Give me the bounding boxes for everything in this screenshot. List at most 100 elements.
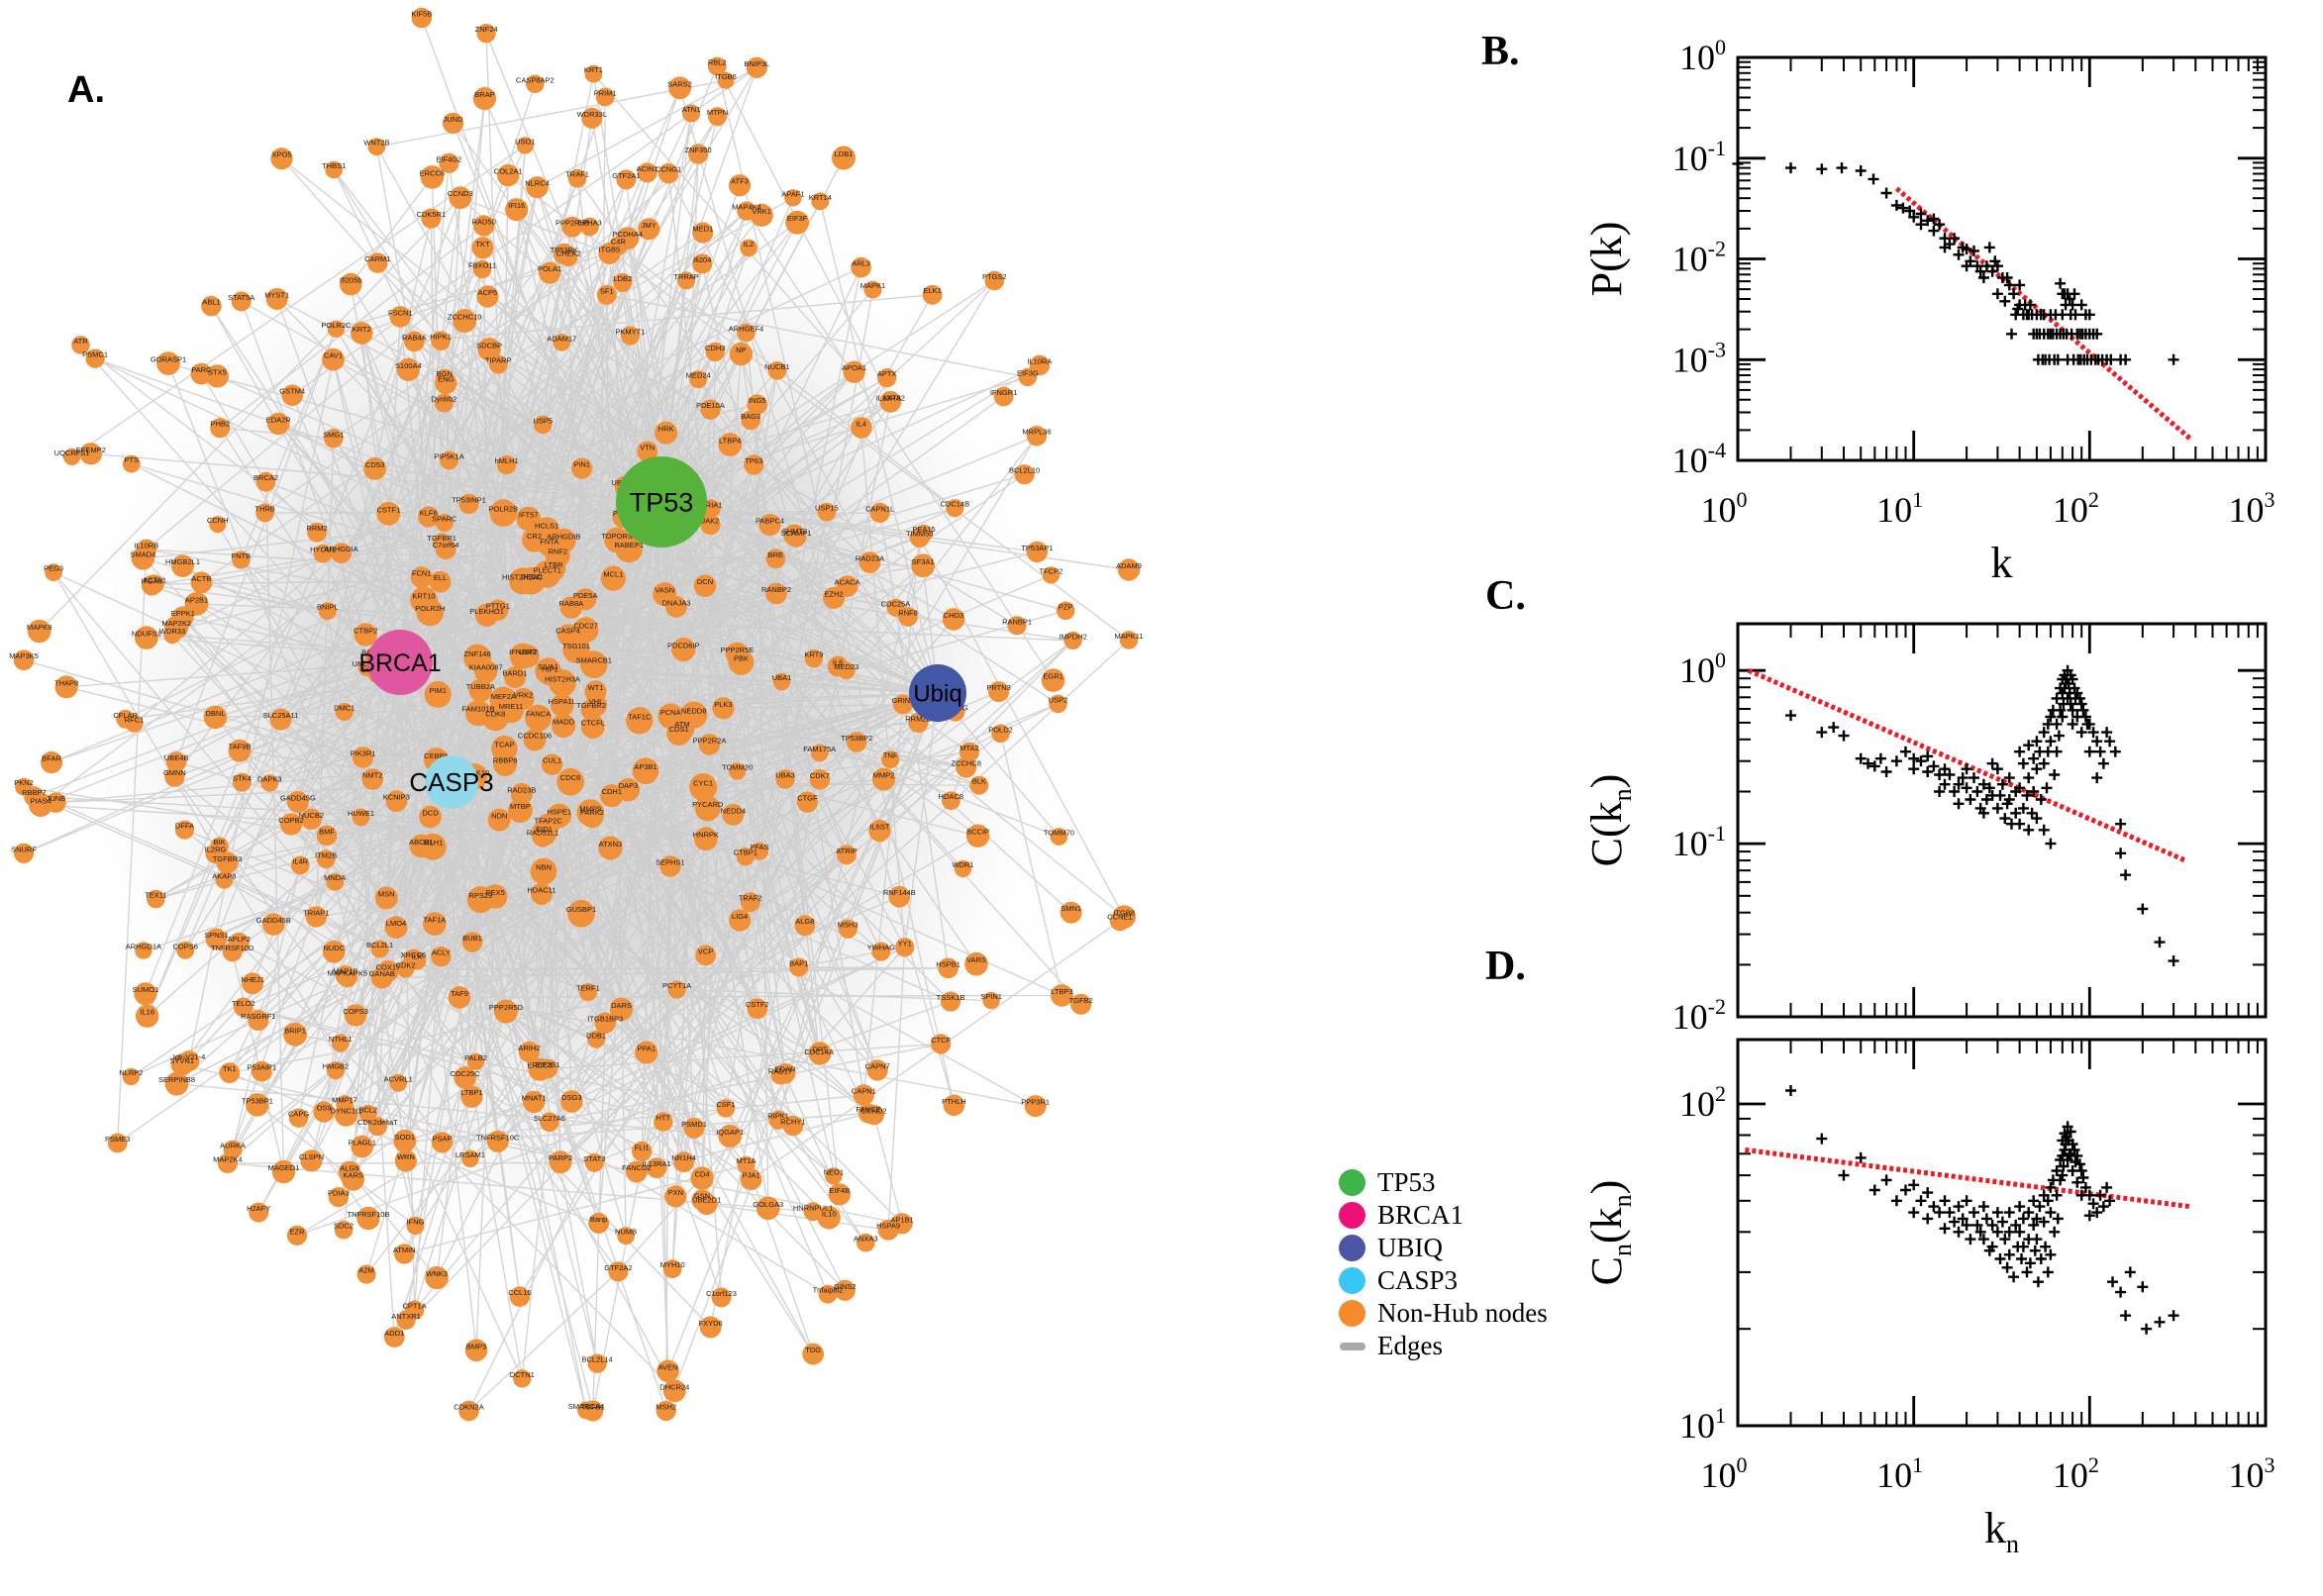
svg-text:Igk-V21-4: Igk-V21-4 (173, 1052, 206, 1061)
svg-text:BCCIP: BCCIP (966, 828, 989, 837)
svg-text:DAP3: DAP3 (619, 781, 639, 790)
svg-text:TIMM50: TIMM50 (906, 529, 934, 538)
fit-line (1745, 1147, 2190, 1210)
svg-text:FLI1: FLI1 (635, 1143, 650, 1151)
svg-text:100: 100 (1701, 487, 1748, 530)
svg-text:DNAJA3: DNAJA3 (662, 598, 691, 607)
svg-text:VASN: VASN (655, 586, 674, 595)
svg-text:KIAA0087: KIAA0087 (469, 663, 503, 672)
svg-text:DMC1: DMC1 (334, 704, 354, 713)
legend-item-edges: Edges (1339, 1330, 1548, 1362)
svg-text:ATR: ATR (73, 337, 88, 346)
svg-text:ALG8: ALG8 (795, 917, 814, 926)
svg-text:TOMM70: TOMM70 (1044, 829, 1074, 838)
svg-text:CLSPN: CLSPN (299, 1152, 324, 1161)
svg-text:PSAP: PSAP (432, 1134, 452, 1143)
svg-text:MMP17: MMP17 (332, 1095, 357, 1104)
svg-text:IFT57: IFT57 (519, 511, 539, 520)
svg-text:LDB1: LDB1 (835, 150, 854, 158)
svg-text:CCL16: CCL16 (508, 1288, 531, 1297)
svg-text:PFAS: PFAS (751, 843, 769, 851)
svg-text:PCNA: PCNA (660, 708, 681, 717)
svg-text:IL13RA1: IL13RA1 (643, 1159, 671, 1168)
svg-text:PCYT1A: PCYT1A (662, 981, 691, 990)
svg-text:MLH1: MLH1 (423, 839, 443, 848)
svg-text:ABCB1: ABCB1 (409, 838, 434, 847)
svg-text:NEDD8: NEDD8 (681, 707, 706, 716)
svg-text:RBBP8: RBBP8 (493, 756, 518, 765)
svg-text:SLC27A6: SLC27A6 (534, 1114, 565, 1123)
svg-text:PDE10A: PDE10A (696, 401, 725, 410)
svg-text:RRM2: RRM2 (306, 524, 327, 533)
svg-text:EID1: EID1 (536, 825, 553, 834)
svg-text:Dynlrb2: Dynlrb2 (431, 395, 456, 404)
svg-text:AKT3: AKT3 (882, 393, 901, 402)
svg-text:SIVA1: SIVA1 (538, 662, 558, 671)
svg-text:RAD23A: RAD23A (856, 554, 884, 563)
svg-text:MEF2A: MEF2A (491, 692, 516, 701)
legend-label: UBIQ (1377, 1233, 1443, 1262)
svg-text:ACTA1: ACTA1 (143, 576, 166, 585)
svg-text:WNT2B: WNT2B (363, 139, 389, 148)
axis-ticks (1736, 624, 2268, 1019)
plot-b-degree-distribution: 100 10-1 10-2 10-3 10-4 100 101 102 103 k P(k) (1582, 35, 2275, 587)
svg-text:10-1: 10-1 (1672, 136, 1726, 178)
svg-text:MSN: MSN (378, 890, 395, 899)
svg-text:EPHA3: EPHA3 (577, 219, 602, 228)
svg-text:USP5: USP5 (534, 416, 554, 425)
svg-text:PDCD6IP: PDCD6IP (667, 642, 700, 650)
plot-c-clustering-coefficient: 100 10-1 10-2 C(kn) (1582, 622, 2268, 1037)
svg-text:KRT1: KRT1 (584, 65, 603, 74)
svg-text:CDK7: CDK7 (810, 771, 830, 780)
svg-text:TIPARP: TIPARP (485, 356, 512, 365)
svg-text:PEA15: PEA15 (912, 525, 935, 534)
svg-text:BCL2L10: BCL2L10 (1009, 466, 1040, 475)
svg-text:WT1: WT1 (588, 683, 604, 692)
svg-text:GUSBP1: GUSBP1 (566, 905, 596, 914)
svg-text:PSMD1: PSMD1 (681, 1120, 707, 1129)
svg-text:GTF2A1: GTF2A1 (612, 171, 640, 180)
svg-text:EIF2S1: EIF2S1 (536, 1060, 560, 1069)
svg-text:NHEJ1: NHEJ1 (241, 975, 264, 984)
svg-text:DBNL: DBNL (205, 709, 225, 718)
svg-text:BIK: BIK (214, 838, 226, 847)
svg-text:HIP1: HIP1 (542, 665, 558, 674)
svg-text:YWHAG: YWHAG (867, 944, 896, 952)
svg-text:TP53AP1: TP53AP1 (1021, 544, 1053, 552)
svg-text:CDK8: CDK8 (485, 709, 505, 718)
svg-text:SDC2: SDC2 (334, 1222, 354, 1231)
svg-text:IFNGR2: IFNGR2 (509, 648, 537, 656)
svg-text:A2M: A2M (358, 1266, 373, 1275)
svg-text:GTF2A2: GTF2A2 (604, 1263, 632, 1272)
svg-text:HNRNPUL1: HNRNPUL1 (793, 1203, 833, 1212)
ubiq-dot-icon (1339, 1235, 1365, 1261)
svg-text:ATXN3: ATXN3 (599, 840, 623, 848)
svg-text:MNAT1: MNAT1 (522, 1093, 547, 1102)
svg-text:ACLY: ACLY (432, 948, 451, 957)
svg-text:CAPG: CAPG (288, 1110, 309, 1119)
svg-text:ARHGDIB: ARHGDIB (547, 533, 580, 542)
svg-text:APAF1: APAF1 (781, 189, 804, 198)
svg-text:ACIN1: ACIN1 (637, 164, 658, 173)
svg-text:ARHGDIA: ARHGDIA (324, 545, 357, 553)
svg-text:KCNIP3: KCNIP3 (383, 793, 410, 802)
svg-text:MYST1: MYST1 (264, 290, 289, 299)
svg-text:GRIN1: GRIN1 (891, 696, 914, 705)
svg-text:CDH3: CDH3 (705, 344, 725, 352)
svg-text:HIPK1: HIPK1 (430, 333, 452, 342)
svg-text:ABL1: ABL1 (202, 298, 220, 307)
svg-text:RBBP7: RBBP7 (22, 788, 47, 797)
svg-text:NR1H4: NR1H4 (671, 1153, 696, 1162)
fit-line (1747, 667, 2186, 863)
svg-text:TRRAP: TRRAP (673, 272, 698, 281)
svg-text:ZNF148: ZNF148 (464, 649, 491, 658)
svg-text:MT1A: MT1A (736, 1156, 756, 1165)
svg-text:LTBP1: LTBP1 (460, 1088, 482, 1097)
svg-text:CD4: CD4 (695, 1170, 710, 1179)
svg-text:101: 101 (1876, 487, 1923, 530)
svg-text:COPS3: COPS3 (343, 1007, 367, 1016)
svg-text:LIG4: LIG4 (732, 912, 748, 921)
svg-text:CASP4: CASP4 (556, 627, 580, 636)
svg-text:SPIN1: SPIN1 (980, 992, 1002, 1001)
svg-text:KARS: KARS (343, 1171, 362, 1180)
